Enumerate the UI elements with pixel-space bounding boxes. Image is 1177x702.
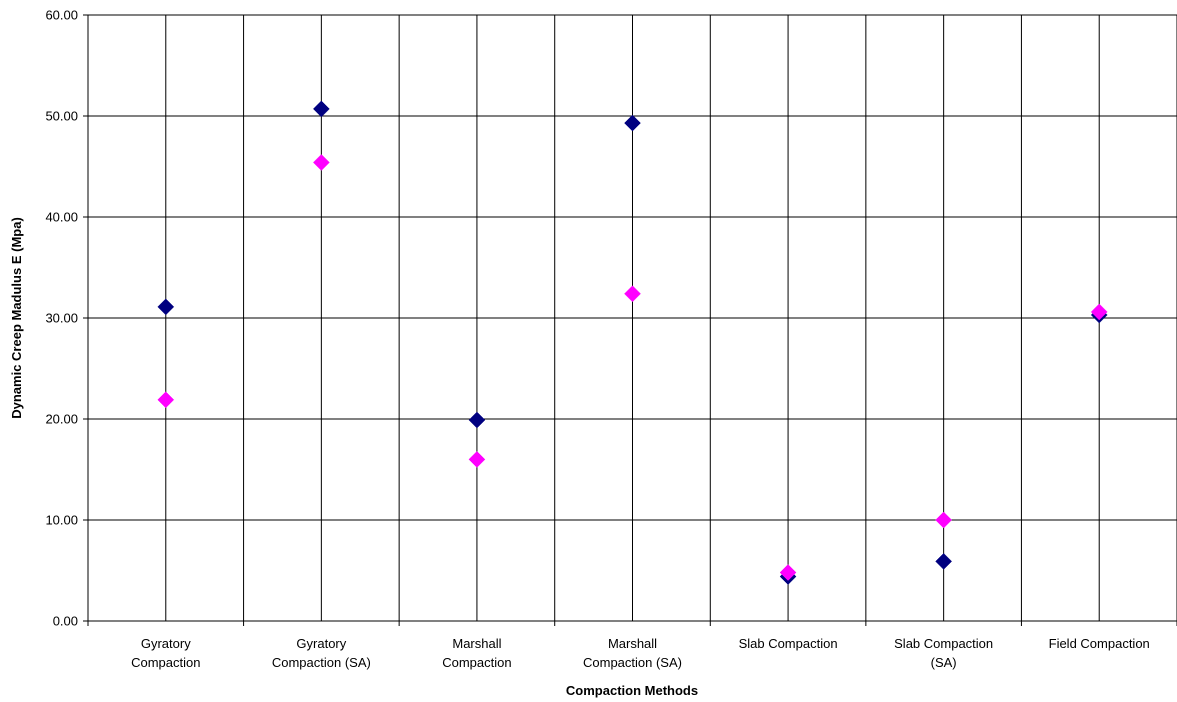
x-category-label: Slab Compaction (SA) <box>894 636 993 670</box>
y-tick-label: 40.00 <box>45 210 78 225</box>
x-category-label: Field Compaction <box>1049 636 1150 651</box>
y-tick-label: 30.00 <box>45 311 78 326</box>
y-tick-label: 0.00 <box>53 614 78 629</box>
data-point-diamond <box>313 154 330 171</box>
data-point-diamond <box>935 553 952 570</box>
grid <box>88 14 1177 621</box>
data-point-diamond <box>157 298 175 316</box>
data-point-diamond <box>468 411 486 429</box>
x-category-label: Gyratory Compaction <box>131 636 200 670</box>
y-tick-label: 10.00 <box>45 513 78 528</box>
data-point-diamond <box>624 285 641 303</box>
x-category-label: Slab Compaction <box>739 636 838 651</box>
axes <box>83 14 1177 626</box>
x-axis-title: Compaction Methods <box>566 683 698 698</box>
data-point-diamond <box>624 114 641 132</box>
x-category-label: Marshall Compaction <box>442 636 511 670</box>
data-point-diamond <box>779 564 797 581</box>
data-point-diamond <box>313 100 330 118</box>
x-category-labels: Gyratory Compaction Gyratory Compaction (SA… <box>131 636 1150 670</box>
y-tick-label: 50.00 <box>45 109 78 124</box>
data-point-diamond <box>1090 303 1108 321</box>
data-point-diamond <box>468 451 486 468</box>
y-tick-label: 20.00 <box>45 412 78 427</box>
x-category-label: Marshall Compaction (SA) <box>583 636 682 670</box>
data-point-diamond <box>935 511 952 529</box>
data-points <box>157 100 1108 585</box>
data-point-diamond <box>157 391 175 409</box>
x-category-label: Gyratory Compaction (SA) <box>272 636 371 670</box>
y-tick-labels: 0.00 10.00 20.00 30.00 40.00 50.00 60.00 <box>45 8 78 629</box>
y-tick-label: 60.00 <box>45 8 78 23</box>
y-axis-title: Dynamic Creep Madulus E (Mpa) <box>9 217 24 419</box>
